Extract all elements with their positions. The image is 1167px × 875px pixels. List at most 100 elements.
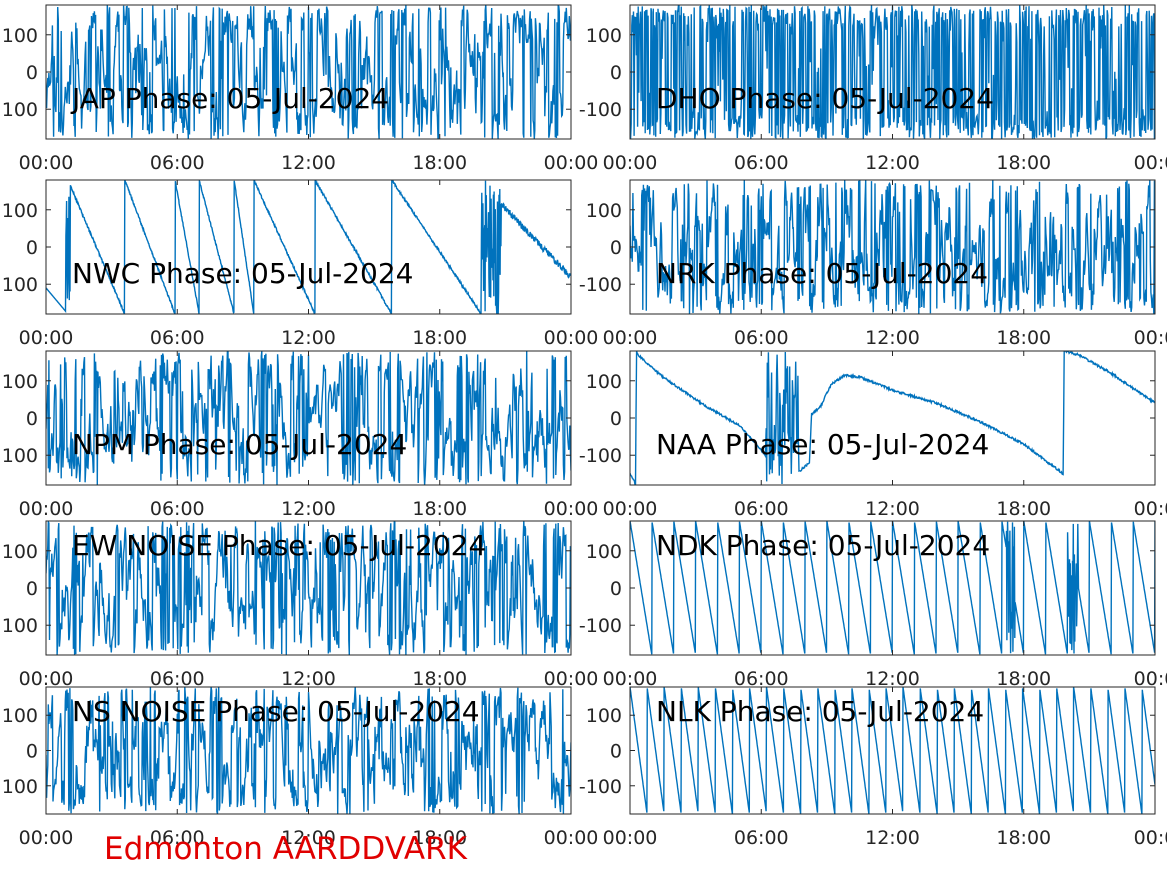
x-tick-label: 00:00 bbox=[544, 152, 599, 174]
x-tick-label: 00:00 bbox=[603, 498, 658, 520]
x-tick-label: 00:0 bbox=[1134, 152, 1167, 174]
x-tick-label: 18:00 bbox=[996, 152, 1051, 174]
x-tick-label: 06:00 bbox=[734, 827, 789, 849]
x-tick-label: 00:00 bbox=[544, 668, 599, 690]
phase-line bbox=[46, 687, 571, 814]
x-tick-label: 00:0 bbox=[1134, 668, 1167, 690]
y-tick-label: -100 bbox=[579, 776, 622, 798]
x-tick-label: 00:00 bbox=[603, 152, 658, 174]
phase-line bbox=[630, 351, 1155, 485]
y-tick-label: 0 bbox=[610, 578, 622, 600]
x-tick-label: 06:00 bbox=[734, 152, 789, 174]
panel-title: DHO Phase: 05-Jul-2024 bbox=[656, 82, 994, 115]
phase-line bbox=[630, 521, 1155, 655]
x-tick-label: 18:00 bbox=[412, 498, 467, 520]
x-tick-label: 18:00 bbox=[412, 668, 467, 690]
x-tick-label: 12:00 bbox=[865, 327, 920, 349]
x-tick-label: 12:00 bbox=[281, 152, 336, 174]
y-tick-label: 0 bbox=[26, 408, 38, 430]
x-tick-label: 06:00 bbox=[150, 498, 205, 520]
y-tick-label: 0 bbox=[26, 62, 38, 84]
y-tick-label: -100 bbox=[579, 274, 622, 296]
y-tick-label: 100 bbox=[2, 541, 38, 563]
x-tick-label: 18:00 bbox=[996, 668, 1051, 690]
phase-panel: 100 0 100 00:00 06:00 12:00 18:00 00:00 NPM Phas… bbox=[2, 350, 599, 520]
phase-panel: 100 0 -100 00:00 06:00 12:00 18:00 00:0 NDK Phas… bbox=[579, 520, 1167, 690]
x-tick-label: 06:00 bbox=[150, 152, 205, 174]
y-tick-label: 100 bbox=[586, 541, 622, 563]
y-tick-label: -100 bbox=[579, 445, 622, 467]
x-tick-label: 12:00 bbox=[865, 827, 920, 849]
x-tick-label: 00:00 bbox=[544, 827, 599, 849]
x-tick-label: 12:00 bbox=[865, 152, 920, 174]
y-tick-label: 100 bbox=[2, 200, 38, 222]
x-tick-label: 12:00 bbox=[281, 498, 336, 520]
y-tick-label: 0 bbox=[26, 741, 38, 763]
y-tick-label: 100 bbox=[586, 25, 622, 47]
y-tick-label: 100 bbox=[586, 705, 622, 727]
x-tick-label: 06:00 bbox=[150, 327, 205, 349]
x-tick-label: 00:00 bbox=[603, 327, 658, 349]
y-tick-label: 100 bbox=[2, 274, 38, 296]
x-tick-label: 00:00 bbox=[544, 327, 599, 349]
axes-box bbox=[629, 350, 1156, 486]
phase-panel: 100 0 100 00:00 06:00 12:00 18:00 00:00 NWC Phas… bbox=[2, 179, 599, 349]
phase-line bbox=[46, 351, 571, 485]
x-tick-label: 06:00 bbox=[150, 668, 205, 690]
x-tick-label: 12:00 bbox=[865, 668, 920, 690]
panel-title: NAA Phase: 05-Jul-2024 bbox=[656, 428, 989, 461]
x-tick-label: 00:0 bbox=[1134, 327, 1167, 349]
phase-line bbox=[630, 180, 1155, 314]
phase-panel: 100 0 100 00:00 06:00 12:00 18:00 00:00 JAP Phas… bbox=[2, 4, 599, 174]
panel-title: NDK Phase: 05-Jul-2024 bbox=[656, 529, 990, 562]
y-tick-label: 100 bbox=[2, 705, 38, 727]
y-tick-label: 0 bbox=[26, 578, 38, 600]
x-tick-label: 00:00 bbox=[19, 668, 74, 690]
phase-panel: 100 0 -100 00:00 06:00 12:00 18:00 00:0 NLK Phas… bbox=[579, 686, 1167, 849]
y-tick-label: 0 bbox=[610, 62, 622, 84]
phase-panel: 100 0 -100 00:00 06:00 12:00 18:00 00:0 NAA Phas… bbox=[579, 350, 1167, 520]
y-tick-label: -100 bbox=[579, 99, 622, 121]
y-tick-label: 100 bbox=[2, 25, 38, 47]
x-tick-label: 06:00 bbox=[734, 327, 789, 349]
panel-title: NLK Phase: 05-Jul-2024 bbox=[656, 695, 984, 728]
x-tick-label: 00:00 bbox=[603, 668, 658, 690]
station-label: Edmonton AARDDVARK bbox=[104, 831, 468, 867]
phase-panel: 100 0 -100 00:00 06:00 12:00 18:00 00:0 NRK Phas… bbox=[579, 179, 1167, 349]
y-tick-label: 100 bbox=[586, 371, 622, 393]
phase-panel: 100 0 -100 00:00 06:00 12:00 18:00 00:0 DHO Phas… bbox=[579, 4, 1167, 174]
x-tick-label: 18:00 bbox=[412, 152, 467, 174]
phase-panel: 100 0 100 00:00 06:00 12:00 18:00 00:00 EW NOISE… bbox=[2, 520, 599, 690]
x-tick-label: 00:00 bbox=[544, 498, 599, 520]
phase-line bbox=[46, 521, 571, 655]
panel-title: NS NOISE Phase: 05-Jul-2024 bbox=[72, 695, 480, 728]
panel-title: NRK Phase: 05-Jul-2024 bbox=[656, 257, 988, 290]
x-tick-label: 06:00 bbox=[734, 498, 789, 520]
x-tick-label: 00:0 bbox=[1134, 827, 1167, 849]
y-tick-label: -100 bbox=[579, 615, 622, 637]
phase-line bbox=[630, 687, 1155, 814]
x-tick-label: 12:00 bbox=[865, 498, 920, 520]
x-tick-label: 00:00 bbox=[19, 498, 74, 520]
x-tick-label: 00:00 bbox=[19, 827, 74, 849]
y-tick-label: 100 bbox=[2, 99, 38, 121]
x-tick-label: 18:00 bbox=[996, 498, 1051, 520]
panel-title: NWC Phase: 05-Jul-2024 bbox=[72, 257, 413, 290]
phase-line bbox=[630, 5, 1155, 139]
y-tick-label: 100 bbox=[2, 445, 38, 467]
x-tick-label: 18:00 bbox=[412, 827, 467, 849]
y-tick-label: 100 bbox=[2, 776, 38, 798]
x-tick-label: 00:00 bbox=[19, 327, 74, 349]
x-tick-label: 00:0 bbox=[1134, 498, 1167, 520]
y-tick-label: 100 bbox=[586, 200, 622, 222]
x-tick-label: 12:00 bbox=[281, 327, 336, 349]
y-tick-label: 0 bbox=[610, 237, 622, 259]
x-tick-label: 18:00 bbox=[996, 827, 1051, 849]
x-tick-label: 00:00 bbox=[603, 827, 658, 849]
phase-line bbox=[46, 5, 571, 139]
phase-line bbox=[46, 180, 571, 314]
y-tick-label: 100 bbox=[2, 371, 38, 393]
y-tick-label: 0 bbox=[610, 741, 622, 763]
x-tick-label: 18:00 bbox=[412, 327, 467, 349]
